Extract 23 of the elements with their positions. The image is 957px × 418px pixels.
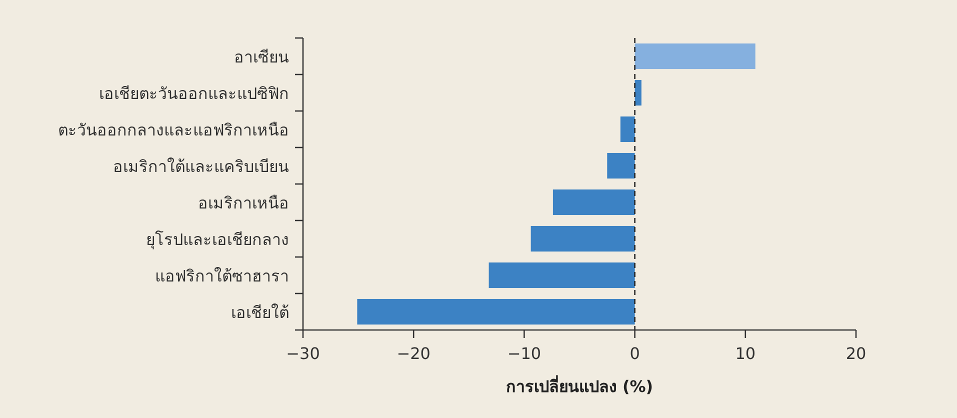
- y-tick-label: เอเชียใต้: [231, 302, 289, 322]
- x-tick-label: −10: [507, 344, 542, 363]
- y-tick-label: แอฟริกาใต้ซาฮารา: [155, 266, 289, 286]
- y-tick-label: ตะวันออกกลางและแอฟริกาเหนือ: [58, 120, 289, 140]
- bar: [607, 152, 635, 179]
- bar: [634, 43, 756, 70]
- bar: [634, 80, 642, 106]
- x-tick-label: 0: [630, 344, 640, 363]
- x-axis-title: การเปลี่ยนแปลง (%): [506, 375, 654, 396]
- y-tick-label: อาเซียน: [234, 47, 289, 66]
- bar: [552, 189, 635, 216]
- bar: [357, 298, 635, 325]
- y-tick-label: อเมริกาใต้และแคริบเบียน: [113, 156, 289, 176]
- y-tick-label: อเมริกาเหนือ: [198, 193, 289, 212]
- y-tick-label: เอเชียตะวันออกและแปซิฟิก: [99, 84, 289, 103]
- x-tick-label: 20: [846, 344, 866, 363]
- bar: [530, 226, 635, 252]
- bar: [488, 262, 635, 288]
- x-tick-label: −30: [286, 344, 320, 363]
- y-tick-label: ยุโรปและเอเชียกลาง: [146, 230, 289, 250]
- x-tick-label: 10: [735, 344, 756, 363]
- x-tick-label: −20: [396, 344, 430, 363]
- bar: [620, 116, 635, 142]
